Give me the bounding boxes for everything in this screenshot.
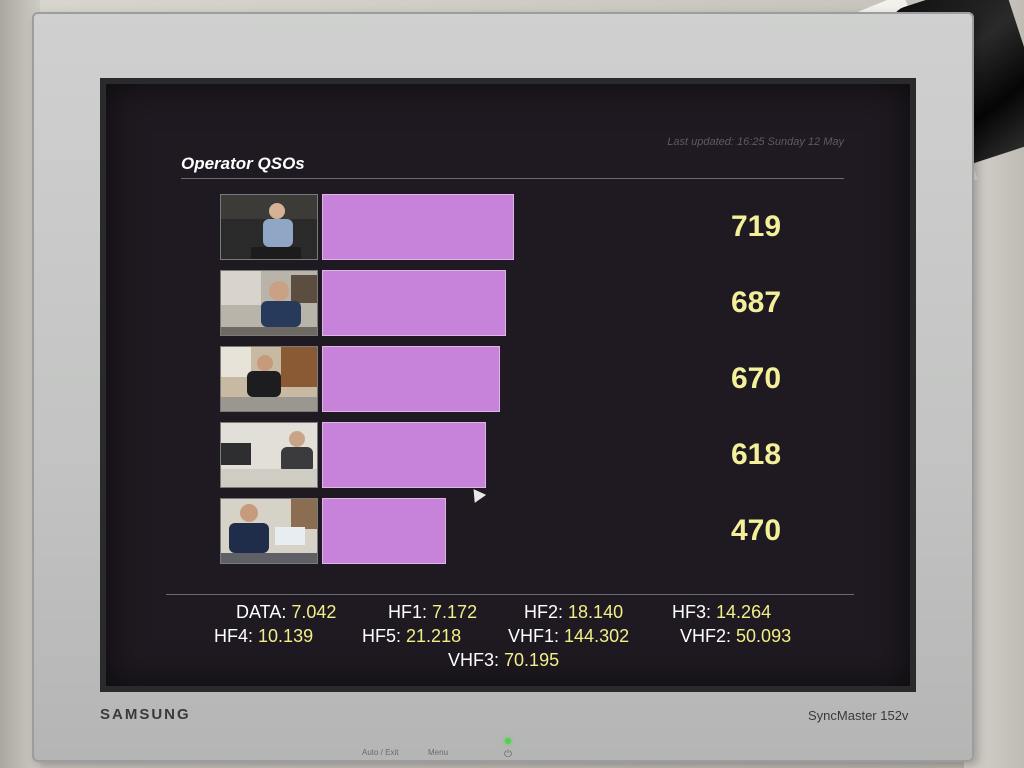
qso-bar bbox=[322, 194, 514, 260]
qso-count: 687 bbox=[730, 286, 782, 319]
stat-value: 10.139 bbox=[258, 626, 314, 646]
stat-label: VHF3 bbox=[448, 650, 495, 670]
stat-value: 144.302 bbox=[564, 626, 630, 646]
operator-row: 687 bbox=[220, 270, 880, 336]
qso-bar bbox=[322, 498, 446, 564]
stats-divider bbox=[166, 594, 854, 595]
qso-count: 470 bbox=[730, 514, 782, 547]
stat-label: HF5 bbox=[362, 626, 397, 646]
stat-label: VHF1 bbox=[508, 626, 555, 646]
power-button-icon[interactable]: ⏻ bbox=[504, 749, 512, 760]
operator-photo-image bbox=[221, 195, 317, 259]
operator-row: 470 bbox=[220, 498, 880, 564]
stat-hf4: HF4: 10.139 bbox=[214, 626, 314, 646]
power-led-icon bbox=[505, 738, 511, 744]
stat-value: 21.218 bbox=[406, 626, 462, 646]
stat-hf5: HF5: 21.218 bbox=[362, 626, 462, 646]
stat-data: DATA: 7.042 bbox=[236, 602, 337, 622]
stat-hf2: HF2: 18.140 bbox=[524, 602, 624, 622]
operator-photo-image bbox=[221, 271, 317, 335]
monitor-model: SyncMaster 152v bbox=[808, 708, 909, 723]
stat-label: HF4 bbox=[214, 626, 249, 646]
qso-count: 670 bbox=[730, 362, 782, 395]
stat-hf3: HF3: 14.264 bbox=[672, 602, 772, 622]
operator-photo bbox=[220, 194, 318, 260]
last-updated-text: Last updated: 16:25 Sunday 12 May bbox=[667, 136, 844, 148]
qso-bar bbox=[322, 270, 506, 336]
operator-row: 618 bbox=[220, 422, 880, 488]
operator-row: 670 bbox=[220, 346, 880, 412]
menu-button[interactable]: Menu bbox=[428, 748, 449, 757]
title-divider bbox=[181, 178, 844, 179]
stat-label: HF3 bbox=[672, 602, 707, 622]
qso-count: 719 bbox=[730, 210, 782, 243]
operator-photo bbox=[220, 270, 318, 336]
operator-photo-image bbox=[221, 499, 317, 563]
stat-value: 14.264 bbox=[716, 602, 772, 622]
monitor-screen: Last updated: 16:25 Sunday 12 May Operat… bbox=[100, 78, 916, 692]
qso-bar bbox=[322, 422, 486, 488]
monitor-brand: SAMSUNG bbox=[100, 706, 191, 723]
page-title: Operator QSOs bbox=[181, 154, 305, 173]
operator-row: 719 bbox=[220, 194, 880, 260]
stat-value: 70.195 bbox=[504, 650, 560, 670]
stat-vhf1: VHF1: 144.302 bbox=[508, 626, 630, 646]
stat-hf1: HF1: 7.172 bbox=[388, 602, 478, 622]
qso-bar bbox=[322, 346, 500, 412]
operator-photo bbox=[220, 346, 318, 412]
stat-value: 50.093 bbox=[736, 626, 792, 646]
stat-label: HF1 bbox=[388, 602, 423, 622]
stat-label: DATA bbox=[236, 602, 282, 622]
stat-label: HF2 bbox=[524, 602, 559, 622]
qso-count: 618 bbox=[730, 438, 782, 471]
operator-photo-image bbox=[221, 347, 317, 411]
stat-vhf3: VHF3: 70.195 bbox=[448, 650, 560, 670]
operator-photo bbox=[220, 498, 318, 564]
operator-photo-image bbox=[221, 423, 317, 487]
stat-label: VHF2 bbox=[680, 626, 727, 646]
stat-value: 7.042 bbox=[291, 602, 337, 622]
stat-vhf2: VHF2: 50.093 bbox=[680, 626, 792, 646]
auto-exit-button[interactable]: Auto / Exit bbox=[362, 748, 399, 757]
stat-value: 18.140 bbox=[568, 602, 624, 622]
stat-value: 7.172 bbox=[432, 602, 478, 622]
operator-photo bbox=[220, 422, 318, 488]
